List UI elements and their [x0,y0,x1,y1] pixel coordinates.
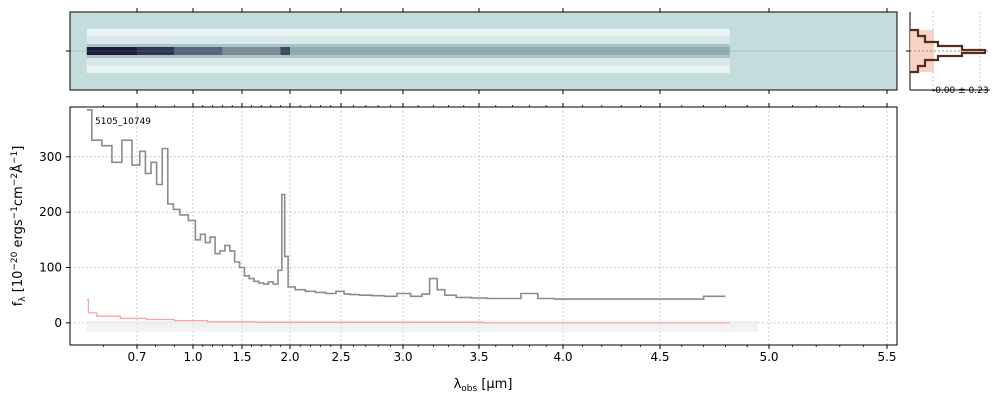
y-axis-title-unit2: ergs [11,219,26,251]
spectrum-1d-panel: 0.7 1.0 1.5 2.0 2.5 3.0 3.5 4.0 4.5 5.0 5.5 0 100 200… [39,103,898,364]
x-axis-title-subscript: obs [461,384,477,394]
object-label: 5105_10749 [95,117,151,127]
y-axis-title-symbol: f [11,301,26,306]
x-tick-label: 3.5 [469,350,488,364]
y-axis-title: fλ [10−20 ergs−1cm−2Å−1] [10,146,28,307]
x-tick-label: 5.0 [759,350,778,364]
y-axis-title-exp2: −1 [10,206,20,219]
x-axis-title: λobs [μm] [454,377,513,394]
y-axis-title-subscript: λ [18,296,28,302]
y-axis-title-unit4: Å [10,164,26,173]
flux-series-line [86,109,726,300]
x-tick-label: 5.5 [877,350,896,364]
x-axis-title-unit: [μm] [477,377,512,392]
y-axis-title-exp3: −2 [10,173,20,186]
x-tick-label: 0.7 [127,350,146,364]
y-axis-title-unit5: ] [11,146,26,151]
y-axis-title-unit3: cm [11,186,26,206]
x-tick-label: 2.5 [331,350,350,364]
x-tick-label: 1.5 [232,350,251,364]
y-tick-label: 200 [39,205,62,219]
error-series-line [86,298,730,324]
y-axis-title-exp1: −20 [10,251,20,270]
x-tick-label: 1.0 [183,350,202,364]
x-tick-label: 2.0 [280,350,299,364]
profile-panel: -0.00 ± 0.23 [906,12,990,96]
profile-line [910,28,987,74]
x-axis-title-symbol: λ [454,377,462,392]
y-tick-label: 0 [54,316,62,330]
spectrum-2d-panel [66,8,898,94]
x-tick-label: 4.0 [553,350,572,364]
x-tick-label: 3.0 [393,350,412,364]
y-tick-label: 300 [39,150,62,164]
profile-annotation: -0.00 ± 0.23 [932,86,989,96]
y-axis-title-exp4: −1 [10,151,20,164]
y-axis-title-unit: [10 [11,271,26,297]
spectrum-1d-background [70,107,897,345]
spectrum-1d-frame [69,106,898,346]
zero-band [86,320,759,332]
y-tick-label: 100 [39,261,62,275]
x-tick-label: 4.5 [650,350,669,364]
